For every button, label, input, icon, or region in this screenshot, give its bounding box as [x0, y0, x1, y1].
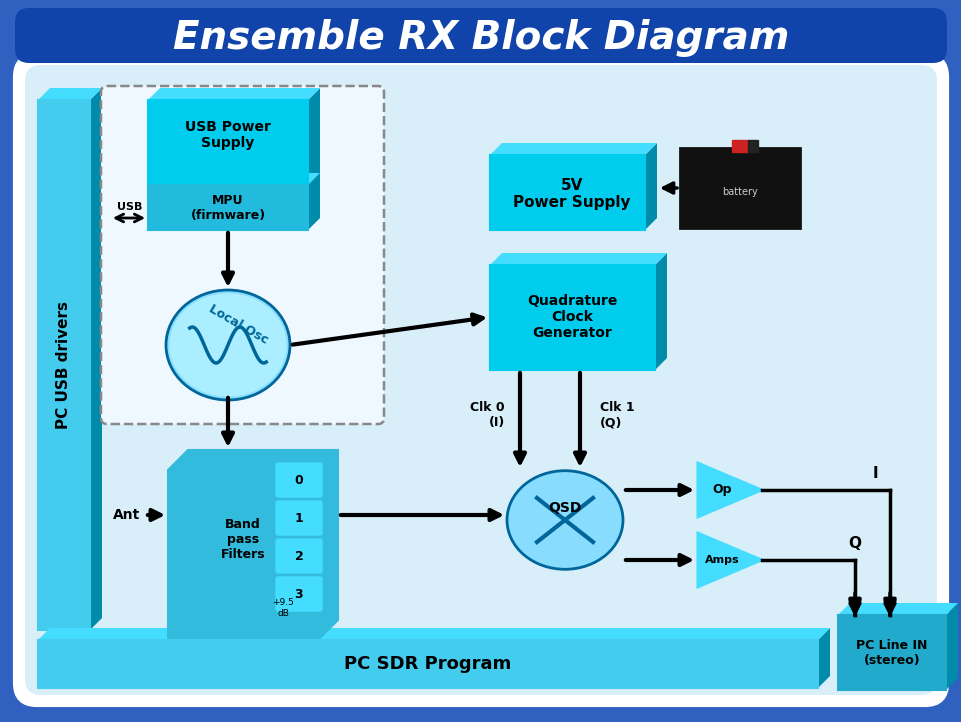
Text: Quadrature
Clock
Generator: Quadrature Clock Generator	[527, 294, 617, 340]
Bar	[148, 100, 308, 200]
Polygon shape	[489, 253, 666, 265]
Text: +9.5
dB: +9.5 dB	[272, 599, 294, 618]
Polygon shape	[837, 603, 957, 615]
FancyBboxPatch shape	[15, 8, 946, 63]
Polygon shape	[38, 628, 829, 640]
Text: 5V
Power Supply: 5V Power Supply	[513, 178, 630, 210]
Ellipse shape	[506, 471, 623, 570]
Bar	[489, 265, 654, 370]
FancyBboxPatch shape	[276, 501, 322, 535]
Polygon shape	[168, 450, 337, 640]
Text: I: I	[872, 466, 876, 481]
Text: Ant: Ant	[113, 508, 140, 522]
Bar	[731, 140, 748, 152]
Polygon shape	[945, 603, 957, 690]
Text: PC USB drivers: PC USB drivers	[57, 301, 71, 429]
FancyBboxPatch shape	[15, 55, 946, 705]
Ellipse shape	[170, 294, 285, 396]
Polygon shape	[38, 88, 102, 100]
Ellipse shape	[166, 290, 289, 400]
Text: Local Osc: Local Osc	[206, 303, 270, 347]
Text: PC SDR Program: PC SDR Program	[344, 655, 511, 673]
Bar	[748, 140, 757, 152]
Polygon shape	[644, 143, 656, 230]
FancyBboxPatch shape	[276, 539, 322, 573]
Polygon shape	[697, 463, 762, 518]
Polygon shape	[90, 88, 102, 630]
Text: QSD: QSD	[548, 501, 581, 515]
FancyBboxPatch shape	[101, 86, 383, 424]
Polygon shape	[308, 173, 320, 230]
Text: Clk 1
(Q): Clk 1 (Q)	[600, 401, 634, 429]
Polygon shape	[489, 143, 656, 155]
Bar	[38, 640, 817, 688]
Polygon shape	[654, 253, 666, 370]
Bar	[837, 615, 945, 690]
Bar	[38, 100, 90, 630]
Text: PC Line IN
(stereo): PC Line IN (stereo)	[855, 639, 926, 667]
Text: Band
pass
Filters: Band pass Filters	[220, 518, 265, 562]
Text: Op: Op	[711, 484, 731, 497]
Polygon shape	[308, 88, 320, 200]
Bar	[679, 148, 800, 228]
Bar	[148, 185, 308, 230]
Text: Amps: Amps	[704, 555, 739, 565]
Text: battery: battery	[722, 187, 757, 197]
FancyBboxPatch shape	[25, 65, 936, 695]
Text: USB Power
Supply: USB Power Supply	[185, 120, 271, 150]
Text: Q: Q	[848, 536, 861, 551]
Text: 3: 3	[294, 588, 303, 601]
Text: Clk 0
(I): Clk 0 (I)	[470, 401, 505, 429]
Polygon shape	[817, 628, 829, 688]
Text: 2: 2	[294, 549, 303, 562]
Text: 1: 1	[294, 511, 303, 524]
Polygon shape	[148, 88, 320, 100]
Text: 0: 0	[294, 474, 303, 487]
Text: USB: USB	[117, 202, 142, 212]
FancyBboxPatch shape	[276, 577, 322, 611]
FancyBboxPatch shape	[276, 463, 322, 497]
Text: Ensemble RX Block Diagram: Ensemble RX Block Diagram	[173, 19, 788, 57]
Text: MPU
(firmware): MPU (firmware)	[190, 194, 265, 222]
Polygon shape	[148, 173, 320, 185]
Polygon shape	[697, 533, 762, 588]
Bar	[489, 155, 644, 230]
